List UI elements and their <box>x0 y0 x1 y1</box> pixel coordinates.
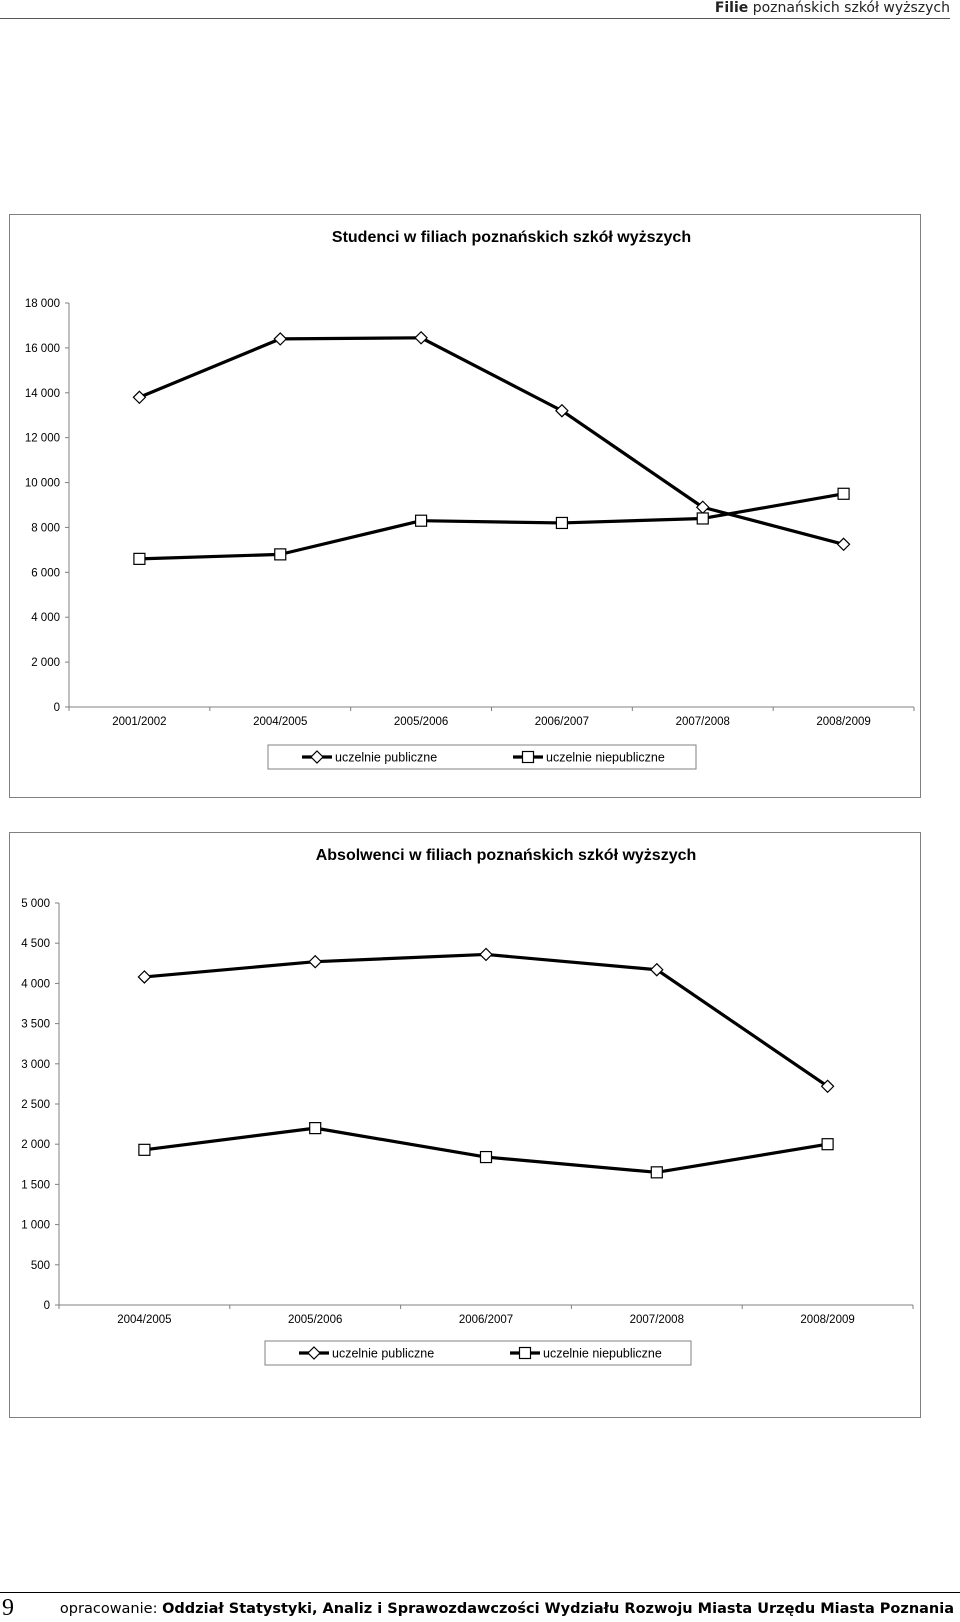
data-point-private <box>138 1143 151 1156</box>
y-tick-label: 4 000 <box>31 612 60 624</box>
y-tick-label: 4 500 <box>21 938 50 950</box>
legend-box <box>267 744 697 770</box>
x-tick-label: 2007/2008 <box>676 716 730 728</box>
y-tick-label: 2 000 <box>21 1139 50 1151</box>
data-point-public <box>479 947 493 962</box>
data-point-private <box>479 1150 493 1164</box>
footer-divider <box>0 1592 960 1593</box>
page-number: 9 <box>2 1595 14 1621</box>
y-tick-label: 8 000 <box>31 522 60 534</box>
data-point-private <box>650 1166 663 1179</box>
data-point-private <box>821 1138 834 1151</box>
y-tick-label: 3 500 <box>21 1019 50 1031</box>
x-tick-label: 2008/2009 <box>816 716 870 728</box>
graduates-chart: Absolwenci w filiach poznańskich szkół w… <box>9 832 921 1418</box>
data-point-private <box>414 514 428 527</box>
data-point-private <box>555 516 569 530</box>
y-tick-label: 2 000 <box>31 657 60 669</box>
x-tick-label: 2007/2008 <box>630 1314 684 1326</box>
legend-label: uczelnie niepubliczne <box>543 1347 662 1361</box>
y-tick-label: 14 000 <box>25 388 60 400</box>
y-tick-label: 2 500 <box>21 1099 50 1111</box>
legend-label: uczelnie publiczne <box>335 751 437 765</box>
footer-credit-bold: Oddział Statystyki, Analiz i Sprawozdawc… <box>162 1601 954 1617</box>
series-line-private <box>144 1126 828 1174</box>
data-point-public <box>132 390 147 405</box>
graduates-chart-svg: Absolwenci w filiach poznańskich szkół w… <box>21 847 914 1366</box>
footer-credit: opracowanie: Oddział Statystyki, Analiz … <box>60 1600 954 1618</box>
data-point-public <box>273 332 288 346</box>
data-point-private <box>837 487 850 500</box>
x-tick-label: 2005/2006 <box>288 1314 342 1326</box>
x-tick-label: 2008/2009 <box>800 1314 854 1326</box>
students-chart: Studenci w filiach poznańskich szkół wyż… <box>9 214 921 798</box>
y-tick-label: 16 000 <box>25 343 60 355</box>
y-tick-label: 0 <box>54 702 60 714</box>
x-tick-label: 2005/2006 <box>394 716 448 728</box>
header-bold: Filie <box>714 0 749 16</box>
footer-credit-prefix: opracowanie: <box>59 1601 158 1617</box>
legend-marker-diamond-icon <box>310 750 324 764</box>
data-point-private <box>133 552 146 565</box>
y-tick-label: 0 <box>44 1300 50 1312</box>
page-header: Filie poznańskich szkół wyższych <box>0 0 950 19</box>
chart-title: Absolwenci w filiach poznańskich szkół w… <box>316 847 697 864</box>
x-tick-label: 2004/2005 <box>253 716 307 728</box>
data-point-private <box>696 512 709 525</box>
y-tick-label: 18 000 <box>25 298 60 310</box>
students-chart-svg: Studenci w filiach poznańskich szkół wyż… <box>25 229 915 770</box>
y-tick-label: 12 000 <box>25 433 60 445</box>
data-point-public <box>308 954 323 969</box>
legend-label: uczelnie niepubliczne <box>546 751 665 765</box>
y-tick-label: 4 000 <box>21 978 50 990</box>
data-point-public <box>836 537 851 552</box>
x-tick-label: 2006/2007 <box>459 1314 513 1326</box>
data-point-public <box>414 330 428 345</box>
series-line-public <box>144 952 829 1088</box>
y-tick-label: 1 000 <box>21 1220 50 1232</box>
data-point-private <box>274 548 287 561</box>
x-tick-label: 2006/2007 <box>535 716 589 728</box>
legend-marker-diamond-icon <box>307 1346 321 1360</box>
y-tick-label: 5 000 <box>21 898 50 910</box>
x-tick-label: 2004/2005 <box>117 1314 171 1326</box>
y-tick-label: 10 000 <box>25 478 60 490</box>
data-point-public <box>137 970 152 984</box>
legend-marker-square-icon <box>521 750 535 764</box>
legend-label: uczelnie publiczne <box>332 1347 434 1361</box>
series-line-private <box>139 492 844 561</box>
data-point-public <box>820 1079 835 1094</box>
data-point-private <box>309 1122 322 1135</box>
y-tick-label: 6 000 <box>31 567 60 579</box>
header-rest: poznańskich szkół wyższych <box>752 0 950 16</box>
chart-title: Studenci w filiach poznańskich szkół wyż… <box>332 229 691 246</box>
legend-marker-square-icon <box>518 1346 532 1360</box>
legend-box <box>264 1340 692 1366</box>
y-tick-label: 500 <box>31 1260 50 1272</box>
data-point-public <box>649 962 664 977</box>
y-tick-label: 3 000 <box>21 1059 50 1071</box>
y-tick-label: 1 500 <box>21 1179 50 1191</box>
data-point-public <box>555 403 569 418</box>
x-tick-label: 2001/2002 <box>112 716 166 728</box>
